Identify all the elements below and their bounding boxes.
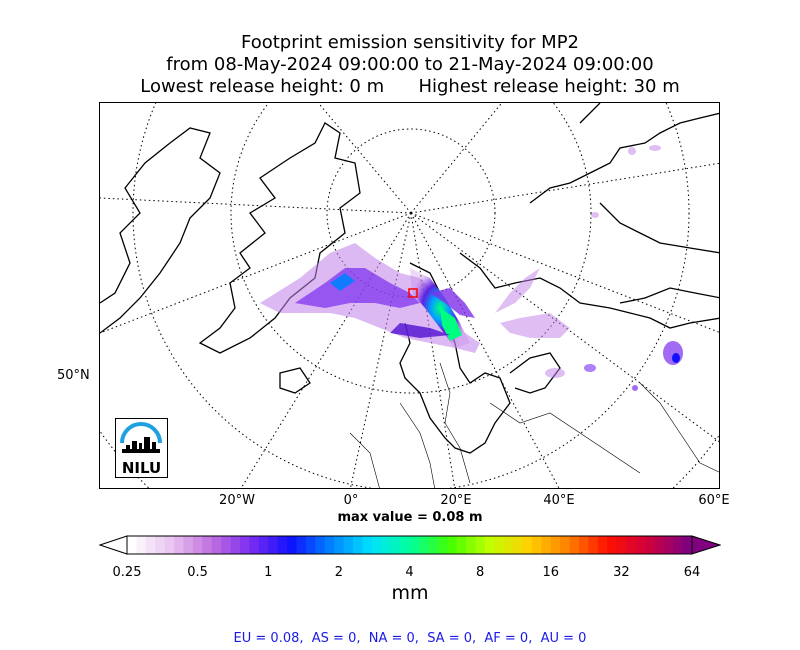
colorbar-cell — [597, 536, 608, 554]
colorbar-cell — [437, 536, 448, 554]
colorbar-cell — [192, 536, 203, 554]
colorbar-cell — [381, 536, 392, 554]
colorbar-cell — [513, 536, 524, 554]
colorbar-cell — [258, 536, 269, 554]
colorbar-cell — [230, 536, 241, 554]
max-value-label: max value = 0.08 m — [337, 510, 483, 525]
colorbar-cell — [607, 536, 618, 554]
colorbar-tick-label: 4 — [405, 565, 414, 580]
nilu-logo-text: NILU — [121, 459, 162, 477]
colorbar-tick-label: 16 — [542, 565, 560, 580]
colorbar-cell — [183, 536, 194, 554]
region-totals: EU = 0.08, AS = 0, NA = 0, SA = 0, AF = … — [233, 631, 587, 646]
colorbar-cell — [202, 536, 213, 554]
colorbar-cell — [305, 536, 316, 554]
colorbar-cell — [494, 536, 505, 554]
colorbar-cell — [164, 536, 175, 554]
colorbar-tick-label: 2 — [334, 565, 344, 580]
colorbar-low-extend — [99, 535, 128, 555]
colorbar-cell — [409, 536, 420, 554]
colorbar-cell — [277, 536, 288, 554]
title-line-1: Footprint emission sensitivity for MP2 — [240, 32, 579, 53]
colorbar-cell — [362, 536, 373, 554]
colorbar-cell — [390, 536, 401, 554]
colorbar-cell — [550, 536, 561, 554]
colorbar-cell — [654, 536, 665, 554]
colorbar-cell — [447, 536, 458, 554]
colorbar — [99, 535, 721, 555]
colorbar-cell — [560, 536, 571, 554]
colorbar-cell — [635, 536, 646, 554]
release-site-marker — [408, 288, 418, 298]
colorbar-cell — [682, 536, 693, 554]
colorbar-cell — [569, 536, 580, 554]
colorbar-cell — [400, 536, 411, 554]
lon-label-40e: 40°E — [543, 493, 575, 508]
lon-label-20w: 20°W — [219, 493, 255, 508]
emission-plume — [260, 145, 683, 391]
colorbar-tick-label: 8 — [475, 565, 485, 580]
colorbar-high-extend — [691, 535, 721, 555]
colorbar-cell — [136, 536, 147, 554]
colorbar-cell — [353, 536, 364, 554]
colorbar-cell — [456, 536, 467, 554]
colorbar-frame — [126, 535, 693, 555]
graticule — [100, 103, 719, 488]
colorbar-cell — [211, 536, 222, 554]
colorbar-cell — [268, 536, 279, 554]
colorbar-cell — [466, 536, 477, 554]
colorbar-cell — [174, 536, 185, 554]
colorbar-cell — [673, 536, 684, 554]
colorbar-cell — [334, 536, 345, 554]
colorbar-cell — [371, 536, 382, 554]
colorbar-cell — [616, 536, 627, 554]
colorbar-cell — [644, 536, 655, 554]
colorbar-cell — [249, 536, 260, 554]
colorbar-cell — [296, 536, 307, 554]
colorbar-cell — [221, 536, 232, 554]
colorbar-tick-label: 0.25 — [112, 565, 142, 580]
colorbar-cell — [522, 536, 533, 554]
colorbar-cell — [343, 536, 354, 554]
colorbar-tick-label: 0.5 — [187, 565, 208, 580]
colorbar-cell — [484, 536, 495, 554]
colorbar-cell — [475, 536, 486, 554]
colorbar-cell — [588, 536, 599, 554]
colorbar-cell — [541, 536, 552, 554]
colorbar-unit: mm — [391, 582, 429, 604]
colorbar-cell — [418, 536, 429, 554]
colorbar-cell — [145, 536, 156, 554]
colorbar-tick-label: 32 — [613, 565, 630, 580]
colorbar-cell — [240, 536, 251, 554]
colorbar-tick-label: 64 — [683, 565, 701, 580]
colorbar-cell — [428, 536, 439, 554]
colorbar-cell — [626, 536, 637, 554]
colorbar-cells — [127, 536, 693, 554]
colorbar-cell — [663, 536, 674, 554]
title-line-2: from 08-May-2024 09:00:00 to 21-May-2024… — [166, 54, 654, 75]
lon-label-60e: 60°E — [698, 493, 730, 508]
title-line-3: Lowest release height: 0 m Highest relea… — [140, 76, 680, 97]
colorbar-cell — [155, 536, 166, 554]
lon-label-0: 0° — [343, 493, 359, 508]
nilu-logo-graphic — [120, 422, 162, 453]
colorbar-tick-label: 1 — [264, 565, 273, 580]
colorbar-cell — [531, 536, 542, 554]
colorbar-cell — [127, 536, 138, 554]
colorbar-cell — [287, 536, 298, 554]
lat-label-50n: 50°N — [57, 368, 90, 383]
colorbar-cell — [579, 536, 590, 554]
lon-label-20e: 20°E — [440, 493, 472, 508]
nilu-logo: NILU — [115, 418, 168, 478]
colorbar-cell — [315, 536, 326, 554]
colorbar-cell — [503, 536, 514, 554]
footprint-map: NILU — [99, 102, 720, 489]
colorbar-cell — [324, 536, 335, 554]
map-canvas — [100, 103, 719, 488]
country-borders — [349, 362, 719, 488]
